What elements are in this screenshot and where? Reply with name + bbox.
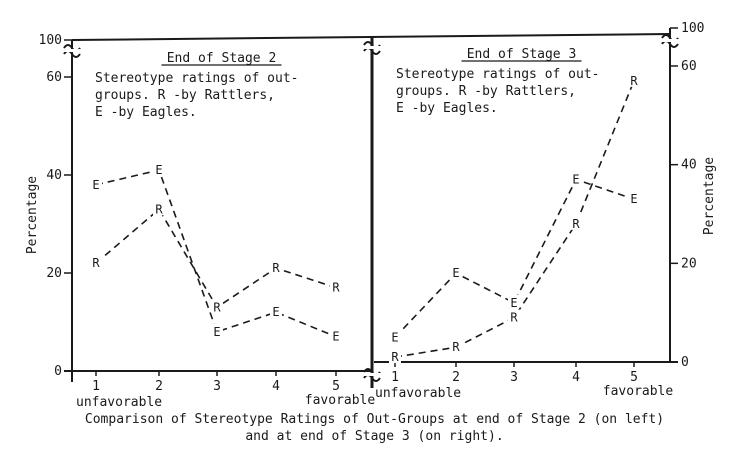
stage-2-series-e-marker-bg — [330, 328, 342, 343]
stage-3-y-tick-label: 60 — [681, 59, 697, 74]
figure-caption-line-2: and at end of Stage 3 (on right). — [245, 429, 504, 444]
stage-3-series-e-point: E — [391, 330, 398, 344]
stage-3-unfavorable-label: unfavorable — [375, 386, 461, 401]
stage-2-y-tick-label: 40 — [46, 168, 62, 183]
stage-3-subtitle-line: Stereotype ratings of out- — [396, 67, 600, 82]
stage-3-series-e: E E E E E — [389, 171, 640, 344]
stage-3-y-tick-label: 100 — [681, 21, 704, 36]
figure-caption-line-1: Comparison of Stereotype Ratings of Out-… — [84, 412, 665, 427]
left-axis-break-gap — [63, 49, 81, 52]
stage-2-series-r-marker-bg — [330, 279, 342, 294]
stage-3-series-r-marker-bg — [628, 72, 640, 87]
stage-3-panel: End of Stage 3 Stereotype ratings of out-… — [375, 21, 717, 401]
stage-3-series-e-point: E — [510, 296, 517, 310]
stage-2-series-e-marker-bg — [90, 176, 102, 191]
stage-2-x-tick-label: 3 — [213, 379, 221, 394]
stage-3-series-r: R R R R R — [389, 72, 640, 364]
stage-2-panel: End of Stage 2 Stereotype ratings of out-… — [25, 33, 375, 410]
stage-2-series-r-point: R — [92, 256, 100, 270]
stage-2-series-e-point: E — [332, 330, 339, 344]
stage-3-series-r-marker-bg — [570, 215, 582, 230]
stage-2-series-r-point: R — [332, 281, 340, 295]
stage-3-series-r-point: R — [510, 311, 518, 325]
stage-3-series-e-marker-bg — [450, 265, 462, 280]
stage-3-series-r-point: R — [391, 350, 399, 364]
left-axis-break — [63, 44, 81, 58]
stage-2-series-r-point: R — [272, 261, 280, 275]
stage-3-x-tick-label: 4 — [572, 370, 580, 385]
stage-2-series-r-marker-bg — [211, 299, 223, 314]
stage-3-title: End of Stage 3 — [467, 47, 577, 62]
stage-3-favorable-label: favorable — [603, 384, 674, 399]
stage-2-y-tick-label: 60 — [46, 70, 62, 85]
stage-2-series-r-point: R — [155, 202, 163, 216]
stage-2-series-r-marker-bg — [90, 255, 102, 270]
stage-3-series-e-marker-bg — [389, 329, 401, 344]
stage-3-series-e-marker-bg — [508, 294, 520, 309]
right-axis-break-gap — [661, 39, 679, 42]
stage-2-subtitle-line: groups. R -by Rattlers, — [95, 88, 275, 103]
stage-3-series-e-line — [394, 178, 635, 338]
stage-3-series-r-point: R — [452, 340, 460, 354]
stage-3-subtitle-line: groups. R -by Rattlers, — [396, 84, 576, 99]
bottom-axis-break-gap — [363, 373, 381, 376]
stage-3-series-r-point: R — [630, 74, 638, 88]
center-axis-break-gap — [363, 46, 381, 49]
stage-2-y-axis-label: Percentage — [25, 176, 40, 254]
stage-3-y-tick-label: 40 — [681, 158, 697, 173]
stage-2-y-tick-label: 100 — [39, 33, 62, 48]
stage-2-x-tick-label: 5 — [332, 379, 340, 394]
stage-2-series-r-point: R — [213, 300, 221, 314]
stage-3-series-r-point: R — [572, 217, 580, 231]
stage-3-y-axis-label: Percentage — [702, 157, 717, 235]
stage-2-series-r-marker-bg — [153, 201, 165, 216]
stage-2-series-e-marker-bg — [270, 304, 282, 319]
stage-3-subtitle-line: E -by Eagles. — [396, 101, 498, 116]
stage-2-favorable-label: favorable — [305, 393, 376, 408]
stage-2-series-e-point: E — [272, 305, 279, 319]
stage-3-x-tick-label: 1 — [391, 370, 399, 385]
stage-3-series-r-marker-bg — [389, 349, 401, 364]
stage-2-series-e-point: E — [92, 178, 99, 192]
stage-2-subtitle-line: E -by Eagles. — [95, 105, 197, 120]
stage-3-series-e-point: E — [630, 192, 637, 206]
stage-3-series-e-marker-bg — [570, 171, 582, 186]
stage-2-y-tick-label: 0 — [54, 364, 62, 379]
stage-2-series-e: E E E E E — [90, 162, 342, 344]
stage-2-x-tick-label: 2 — [155, 379, 163, 394]
stage-3-y-tick-label: 20 — [681, 256, 697, 271]
stage-2-series-e-point: E — [155, 163, 162, 177]
stage-2-unfavorable-label: unfavorable — [76, 395, 162, 410]
stage-2-series-r-line — [95, 208, 337, 309]
right-axis-break — [661, 34, 679, 48]
stage-2-series-r-marker-bg — [270, 260, 282, 275]
stage-3-series-e-point: E — [572, 172, 579, 186]
stage-2-y-tick-label: 20 — [46, 266, 62, 281]
stage-2-series-e-point: E — [213, 325, 220, 339]
stage-2-series-r: R R R R R — [90, 201, 342, 314]
stage-3-series-r-marker-bg — [508, 309, 520, 324]
stage-2-x-tick-label: 1 — [92, 379, 100, 394]
stage-3-x-tick-label: 2 — [452, 370, 460, 385]
stage-3-x-tick-label: 5 — [630, 370, 638, 385]
stage-3-y-tick-label: 0 — [681, 355, 689, 370]
stage-3-x-tick-label: 3 — [510, 370, 518, 385]
stage-3-series-e-point: E — [452, 266, 459, 280]
stage-2-title: End of Stage 2 — [167, 51, 277, 66]
stage-2-subtitle-line: Stereotype ratings of out- — [95, 71, 299, 86]
stage-2-series-e-marker-bg — [211, 323, 223, 338]
stage-3-series-r-marker-bg — [450, 339, 462, 354]
stage-2-x-tick-label: 4 — [272, 379, 280, 394]
bottom-axis-break — [363, 368, 381, 382]
stage-2-series-e-marker-bg — [153, 162, 165, 177]
center-axis-break — [363, 41, 381, 55]
stage-3-series-e-marker-bg — [628, 191, 640, 206]
